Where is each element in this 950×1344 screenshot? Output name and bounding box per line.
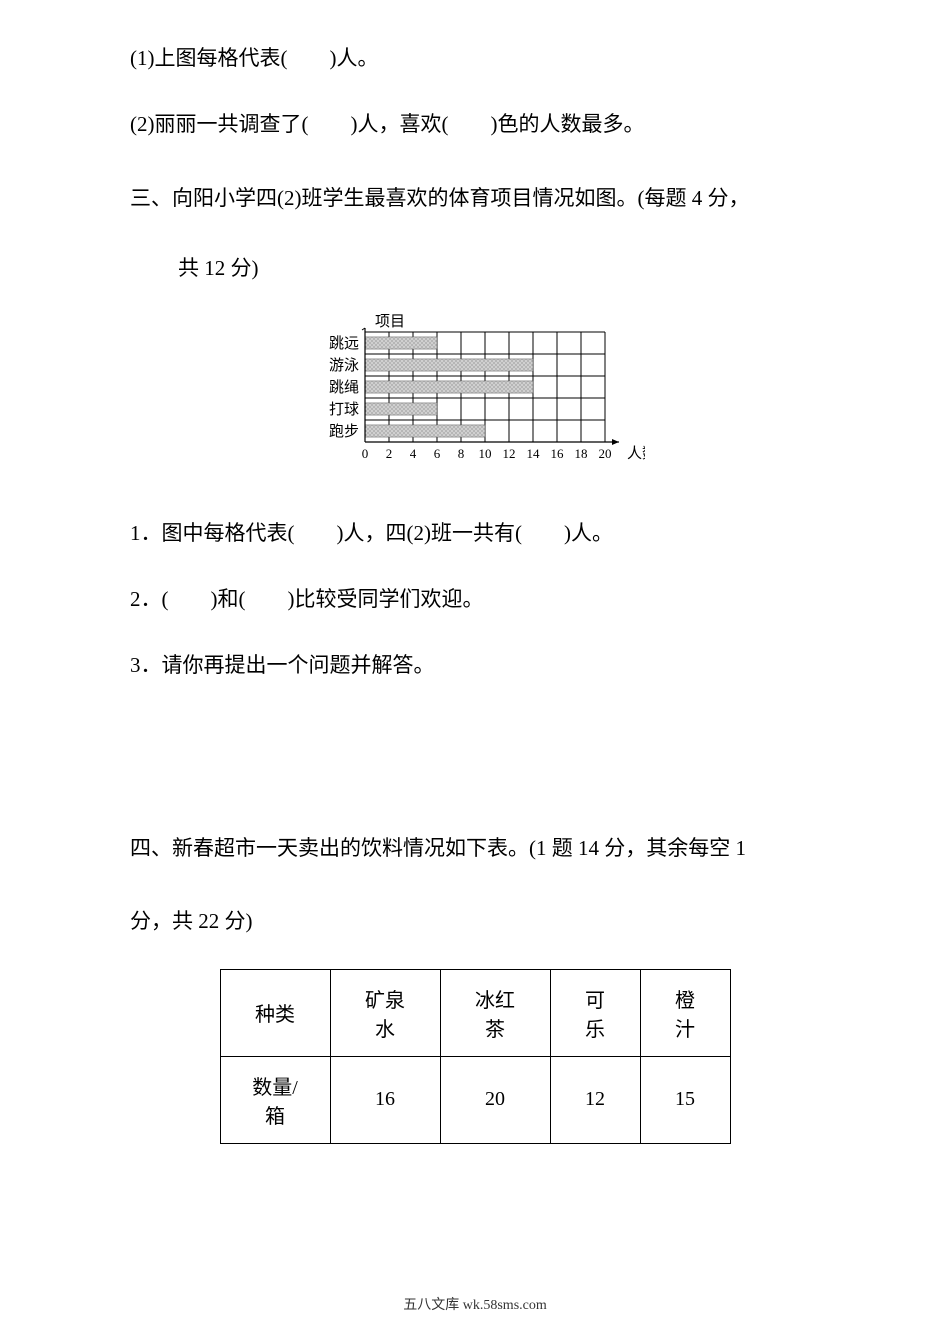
q1-line1: (1)上图每格代表( )人。	[130, 40, 820, 78]
table-header-cell: 橙汁	[640, 969, 730, 1056]
section3-q3: 3．请你再提出一个问题并解答。	[130, 647, 820, 685]
table-header-row: 种类矿泉水冰红茶可乐橙汁	[220, 969, 730, 1056]
svg-text:14: 14	[527, 446, 541, 461]
section3-heading-text: 三、向阳小学四(2)班学生最喜欢的体育项目情况如图。(每题 4 分，	[130, 186, 749, 210]
svg-text:20: 20	[599, 446, 612, 461]
svg-text:10: 10	[479, 446, 492, 461]
section3-q2: 2．( )和( )比较受同学们欢迎。	[130, 581, 820, 619]
table-cell: 12	[550, 1056, 640, 1143]
svg-text:人数: 人数	[627, 445, 645, 462]
section4-heading: 四、新春超市一天卖出的饮料情况如下表。(1 题 14 分，其余每空 1	[130, 822, 820, 875]
drink-table: 种类矿泉水冰红茶可乐橙汁数量/箱16201215	[220, 969, 731, 1144]
section3-heading: 三、向阳小学四(2)班学生最喜欢的体育项目情况如图。(每题 4 分，	[130, 172, 820, 225]
table-cell: 20	[440, 1056, 550, 1143]
svg-text:跳绳: 跳绳	[329, 379, 359, 396]
svg-text:8: 8	[458, 446, 465, 461]
section4-heading-cont: 分，共 22 分)	[130, 903, 820, 941]
svg-text:2: 2	[386, 446, 393, 461]
q1-line2: (2)丽丽一共调查了( )人，喜欢( )色的人数最多。	[130, 106, 820, 144]
svg-text:跳远: 跳远	[329, 335, 359, 352]
answer-space	[130, 712, 820, 802]
table-header-cell: 矿泉水	[330, 969, 440, 1056]
table-header-cell: 可乐	[550, 969, 640, 1056]
table-cell: 16	[330, 1056, 440, 1143]
svg-text:12: 12	[503, 446, 516, 461]
section4-table-container: 种类矿泉水冰红茶可乐橙汁数量/箱16201215	[130, 969, 820, 1144]
svg-text:6: 6	[434, 446, 441, 461]
svg-text:4: 4	[410, 446, 417, 461]
svg-text:跑步: 跑步	[329, 423, 359, 440]
svg-text:16: 16	[551, 446, 565, 461]
svg-text:打球: 打球	[329, 401, 359, 418]
table-header-cell: 种类	[220, 969, 330, 1056]
section4-heading-text: 四、新春超市一天卖出的饮料情况如下表。(1 题 14 分，其余每空 1	[130, 836, 746, 860]
svg-text:游泳: 游泳	[329, 357, 359, 374]
svg-text:项目: 项目	[375, 313, 405, 330]
table-row: 数量/箱16201215	[220, 1056, 730, 1143]
svg-text:0: 0	[362, 446, 369, 461]
section3-q1: 1．图中每格代表( )人，四(2)班一共有( )人。	[130, 515, 820, 553]
table-cell: 数量/箱	[220, 1056, 330, 1143]
table-cell: 15	[640, 1056, 730, 1143]
page-footer: 五八文库 wk.58sms.com	[0, 1294, 950, 1314]
section3-heading-cont: 共 12 分)	[130, 252, 820, 282]
svg-text:18: 18	[575, 446, 588, 461]
section3-chart: 项目跳远游泳跳绳打球跑步0 2 4 6 8 10 12 14 16 18 20 人数	[130, 310, 820, 490]
bar-chart-svg: 项目跳远游泳跳绳打球跑步0 2 4 6 8 10 12 14 16 18 20 人数	[305, 310, 645, 490]
table-header-cell: 冰红茶	[440, 969, 550, 1056]
